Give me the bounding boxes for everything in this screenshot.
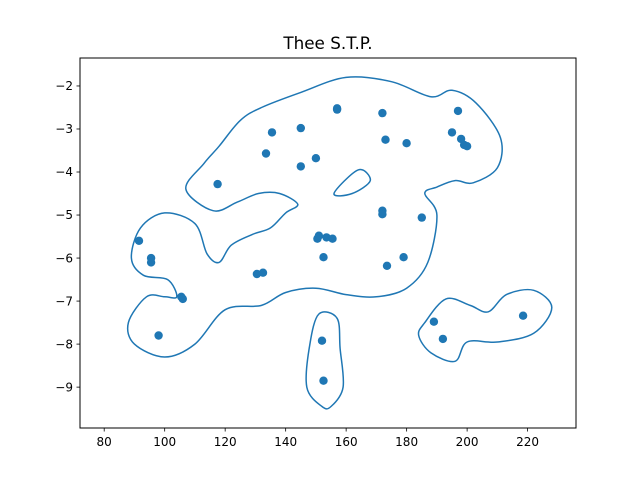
x-tick-label: 160 [335, 435, 358, 449]
data-point-3 [146, 258, 156, 267]
data-point-21 [328, 234, 337, 243]
data-point-7 [213, 179, 222, 189]
x-tick-label: 180 [395, 435, 418, 449]
x-tick-label: 140 [274, 435, 297, 449]
y-tick-label: −6 [55, 251, 73, 265]
scatter-points [134, 104, 528, 385]
data-point-26 [378, 210, 387, 219]
data-point-39 [518, 311, 528, 320]
contour-4 [417, 288, 553, 363]
contour-2 [333, 168, 372, 197]
data-point-12 [296, 123, 305, 133]
data-point-34 [447, 128, 457, 137]
data-point-33 [438, 334, 448, 344]
y-tick-label: −7 [55, 294, 73, 308]
x-tick-label: 220 [516, 435, 539, 449]
y-tick-label: −3 [55, 122, 73, 136]
data-point-18 [317, 336, 327, 345]
x-axis: 80 100 120 140 160 180 200 220 [97, 428, 539, 449]
data-point-35 [453, 106, 463, 116]
data-point-29 [399, 253, 408, 262]
y-tick-label: −9 [55, 380, 73, 394]
data-point-31 [417, 213, 426, 222]
data-point-23 [332, 105, 342, 114]
y-tick-label: −8 [55, 337, 73, 351]
data-point-13 [296, 162, 305, 171]
contour-1 [126, 76, 503, 358]
data-point-4 [154, 331, 163, 340]
x-tick-label: 100 [153, 435, 176, 449]
data-point-17 [319, 253, 328, 262]
data-point-38 [462, 142, 472, 151]
data-point-9 [258, 268, 268, 277]
data-point-14 [311, 154, 321, 163]
data-point-10 [261, 149, 271, 158]
x-tick-label: 200 [456, 435, 479, 449]
data-point-11 [267, 128, 277, 137]
data-point-30 [402, 139, 411, 148]
data-point-24 [378, 108, 387, 118]
data-point-27 [381, 135, 390, 144]
x-tick-label: 80 [97, 435, 112, 449]
contour-layer [126, 76, 553, 410]
x-tick-label: 120 [214, 435, 237, 449]
data-point-16 [314, 231, 324, 240]
plot-frame [79, 57, 577, 429]
y-axis: −9 −8 −7 −6 −5 −4 −3 −2 [55, 79, 80, 394]
y-tick-label: −5 [55, 208, 73, 222]
data-point-32 [429, 317, 439, 326]
data-point-19 [319, 376, 328, 385]
data-point-6 [178, 294, 187, 304]
data-point-28 [382, 261, 392, 270]
y-tick-label: −4 [55, 165, 73, 179]
chart-title: Thee S.T.P. [282, 33, 372, 53]
contour-3 [305, 311, 345, 410]
data-point-1 [134, 236, 144, 245]
y-tick-label: −2 [55, 79, 73, 93]
